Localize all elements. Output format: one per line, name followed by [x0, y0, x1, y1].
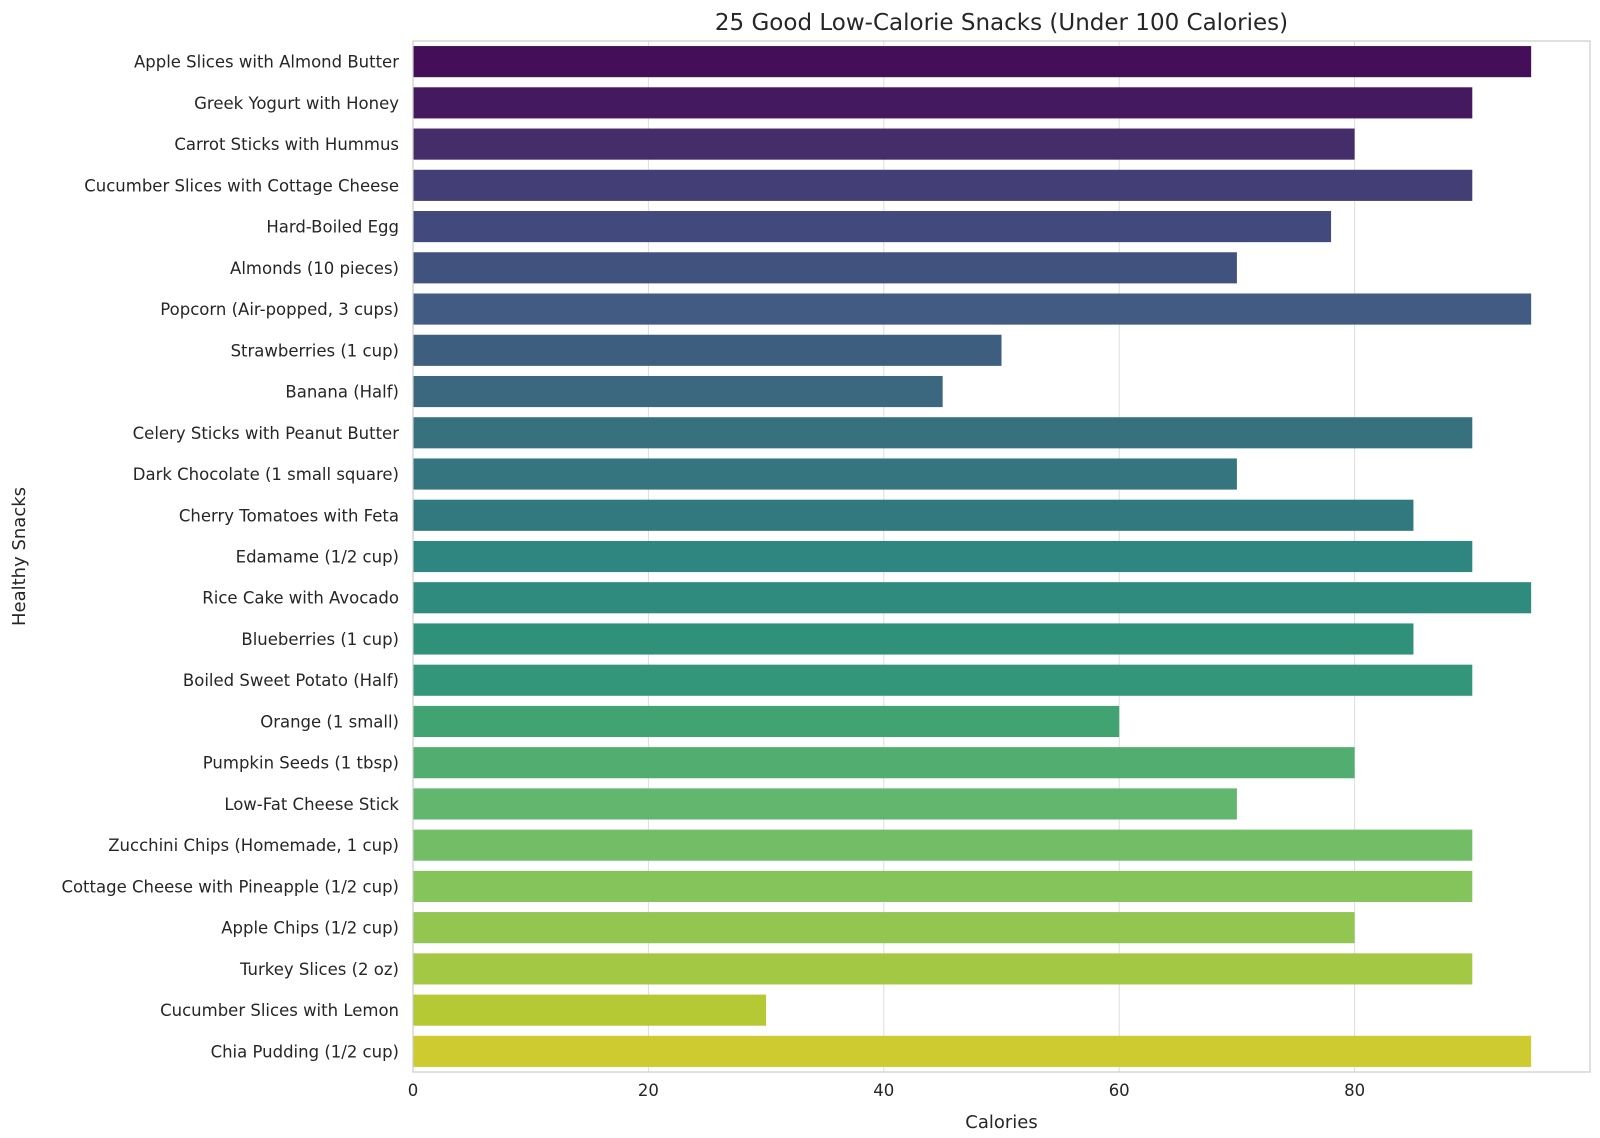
x-tick-label-20: 20 [638, 1081, 659, 1100]
category-label-9: Banana (Half) [285, 383, 399, 402]
category-label-15: Blueberries (1 cup) [241, 630, 399, 649]
category-label-24: Cucumber Slices with Lemon [160, 1001, 399, 1020]
bar-17 [413, 705, 1120, 738]
bar-22 [413, 912, 1355, 944]
category-label-5: Hard-Boiled Egg [266, 218, 399, 237]
category-label-12: Cherry Tomatoes with Feta [179, 506, 399, 525]
chart-title: 25 Good Low-Calorie Snacks (Under 100 Ca… [715, 10, 1288, 36]
bar-16 [413, 664, 1473, 696]
bar-12 [413, 499, 1414, 531]
category-label-3: Carrot Sticks with Hummus [174, 135, 399, 154]
y-axis-label: Healthy Snacks [9, 487, 30, 626]
category-label-13: Edamame (1/2 cup) [236, 548, 399, 567]
category-label-18: Pumpkin Seeds (1 tbsp) [203, 754, 399, 773]
x-tick-label-80: 80 [1344, 1081, 1365, 1100]
category-label-1: Apple Slices with Almond Butter [134, 53, 399, 72]
bar-13 [413, 540, 1473, 573]
bar-11 [413, 458, 1237, 490]
bar-24 [413, 994, 767, 1026]
bar-15 [413, 623, 1414, 655]
x-axis-label: Calories [965, 1112, 1037, 1133]
x-tick-labels: 0 20 40 60 80 [408, 1081, 1365, 1100]
bar-18 [413, 747, 1355, 779]
bar-10 [413, 417, 1473, 449]
bar-20 [413, 829, 1473, 861]
category-label-14: Rice Cake with Avocado [202, 589, 399, 608]
category-label-23: Turkey Slices (2 oz) [239, 960, 399, 979]
bar-4 [413, 169, 1473, 201]
bar-7 [413, 293, 1532, 325]
bar-9 [413, 375, 943, 408]
bar-23 [413, 953, 1473, 985]
category-label-7: Popcorn (Air-popped, 3 cups) [160, 300, 399, 319]
bar-1 [413, 46, 1532, 78]
bar-6 [413, 252, 1237, 284]
category-label-20: Zucchini Chips (Homemade, 1 cup) [108, 836, 399, 855]
x-tick-label-40: 40 [873, 1081, 894, 1100]
x-tick-label-0: 0 [408, 1081, 419, 1100]
bar-8 [413, 334, 1002, 366]
bar-5 [413, 211, 1332, 243]
category-label-19: Low-Fat Cheese Stick [224, 795, 399, 814]
category-label-22: Apple Chips (1/2 cup) [221, 919, 399, 938]
category-label-8: Strawberries (1 cup) [231, 341, 399, 360]
plot-frame [412, 40, 1591, 1073]
category-label-21: Cottage Cheese with Pineapple (1/2 cup) [61, 877, 399, 896]
bar-3 [413, 128, 1355, 160]
bar-14 [413, 582, 1532, 614]
category-label-2: Greek Yogurt with Honey [194, 94, 399, 113]
bar-21 [413, 870, 1473, 902]
category-label-17: Orange (1 small) [260, 712, 399, 731]
category-label-11: Dark Chocolate (1 small square) [133, 465, 399, 484]
x-tick-label-60: 60 [1109, 1081, 1130, 1100]
bar-2 [413, 87, 1473, 119]
category-labels: Apple Slices with Almond Butter Greek Yog… [61, 53, 399, 1062]
bar-25 [413, 1035, 1532, 1067]
bars [413, 46, 1532, 1067]
category-label-4: Cucumber Slices with Cottage Cheese [84, 176, 399, 195]
category-label-6: Almonds (10 pieces) [230, 259, 399, 278]
category-label-16: Boiled Sweet Potato (Half) [183, 671, 399, 690]
category-label-10: Celery Sticks with Peanut Butter [133, 424, 400, 443]
category-label-25: Chia Pudding (1/2 cup) [211, 1042, 399, 1061]
bar-19 [413, 788, 1237, 820]
